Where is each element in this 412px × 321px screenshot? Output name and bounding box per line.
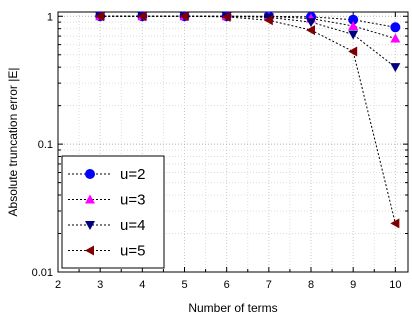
data-point: [306, 25, 316, 36]
x-tick-label: 6: [224, 279, 230, 291]
y-axis-title: Absolute truncation error |E|: [6, 68, 20, 217]
legend-marker: [85, 194, 95, 204]
series-layer: [95, 11, 401, 229]
data-point: [390, 63, 401, 73]
x-tick-label: 4: [139, 279, 145, 291]
data-point: [263, 15, 273, 26]
y-tick-label: 0.1: [38, 139, 53, 151]
series-u-5: [95, 11, 400, 229]
x-tick-label: 7: [266, 279, 272, 291]
axes: 2 3 4 5 6 7 8 9 10 0.01 0.1 1: [32, 11, 408, 291]
data-point: [348, 30, 359, 40]
legend-box: [61, 155, 165, 269]
x-tick-label: 5: [181, 279, 187, 291]
plot-frame: [57, 11, 409, 273]
legend-marker: [85, 245, 94, 256]
legend-label: u=3: [120, 192, 145, 209]
x-axis-title: Number of terms: [188, 301, 277, 315]
data-point: [348, 14, 359, 25]
x-tick-label: 9: [350, 279, 356, 291]
y-tick-label: 1: [47, 11, 53, 23]
data-point: [179, 11, 189, 22]
x-tick-label: 10: [389, 279, 401, 291]
legend-marker: [85, 169, 95, 179]
data-point: [390, 33, 401, 43]
data-point: [95, 11, 105, 22]
data-point: [348, 46, 358, 57]
data-point: [221, 11, 231, 22]
legend-marker: [85, 221, 95, 230]
data-point: [137, 11, 147, 22]
data-point: [390, 22, 401, 33]
x-tick-label: 8: [308, 279, 314, 291]
legend-label: u=2: [120, 166, 145, 183]
legend-label: u=5: [120, 243, 145, 260]
legend-label: u=4: [120, 217, 145, 234]
data-point: [306, 18, 317, 28]
x-tick-label: 3: [97, 279, 103, 291]
data-point: [390, 218, 400, 229]
x-tick-label: 2: [55, 279, 61, 291]
data-point: [348, 20, 359, 30]
y-tick-label: 0.01: [32, 267, 53, 279]
series-line: [100, 15, 396, 224]
legend: u=2 u=3 u=4 u=5: [61, 155, 165, 269]
